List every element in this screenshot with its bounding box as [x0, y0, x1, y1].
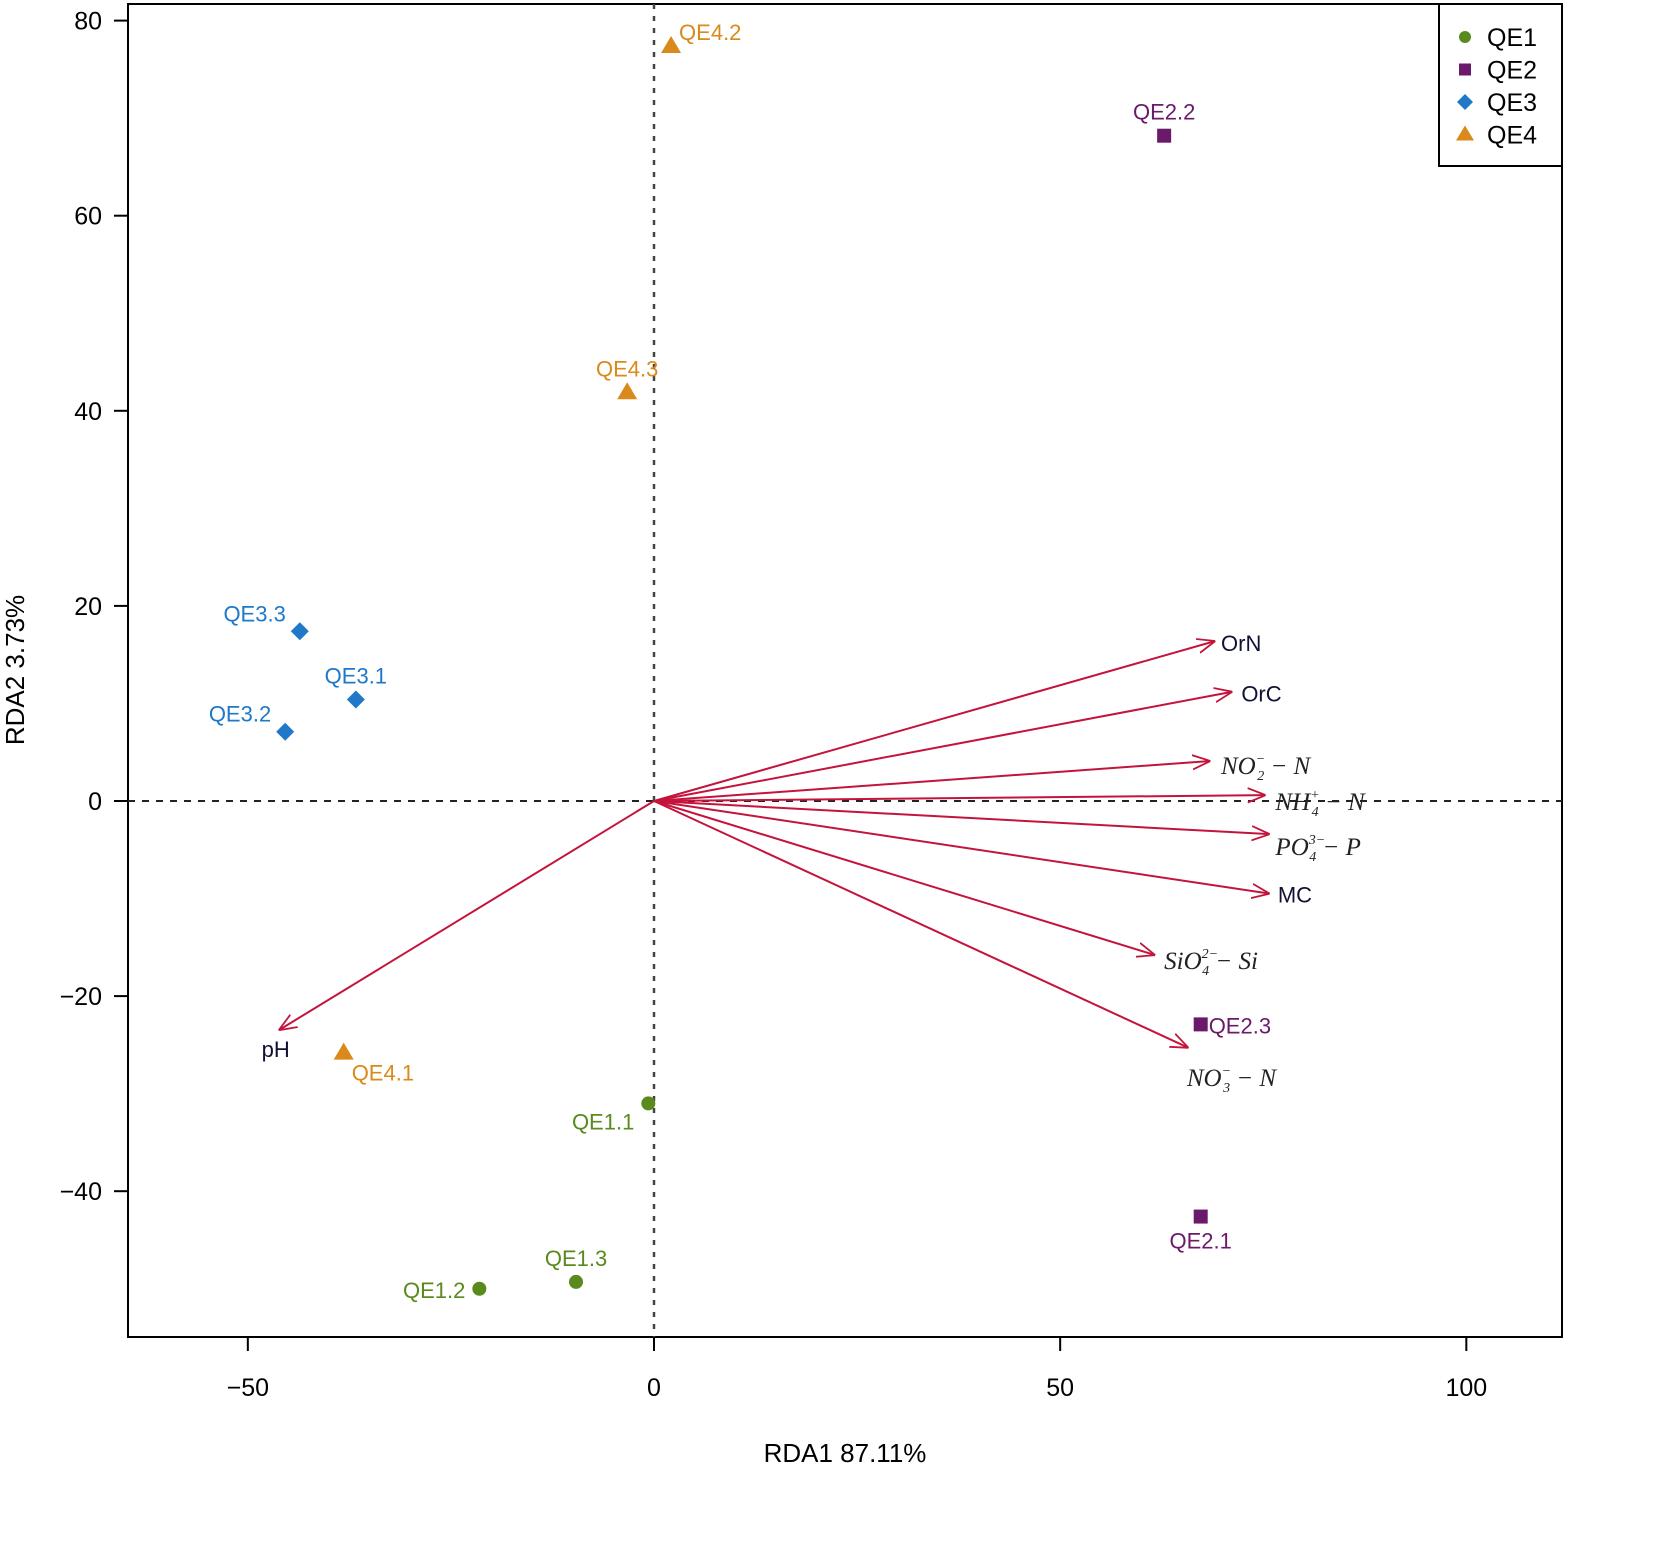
- point-qe2-2: [1157, 128, 1172, 143]
- plot-frame: [127, 3, 1563, 1338]
- point-qe4-3: [617, 382, 638, 400]
- vector-label-ph: pH: [262, 1037, 290, 1062]
- point-label-qe2-2: QE2.2: [1133, 100, 1195, 125]
- point-label-qe4-2: QE4.2: [679, 20, 741, 45]
- x-axis-title: RDA1 87.11%: [764, 1438, 927, 1468]
- point-label-qe4-3: QE4.3: [596, 356, 658, 381]
- vector-ph: [279, 800, 655, 1030]
- legend-box: [1438, 3, 1563, 167]
- point-label-qe3-1: QE3.1: [325, 664, 387, 689]
- point-qe3-3: [290, 622, 309, 641]
- point-label-qe1-1: QE1.1: [572, 1109, 634, 1134]
- vector-label-orn: OrN: [1221, 631, 1261, 656]
- y-axis-title: RDA2 3.73%: [0, 595, 30, 745]
- point-label-qe4-1: QE4.1: [352, 1061, 414, 1086]
- vector-mc: [653, 800, 1270, 894]
- point-qe2-3: [1193, 1017, 1208, 1032]
- point-qe3-2: [276, 722, 295, 741]
- x-tick-label: 50: [1046, 1374, 1074, 1402]
- x-tick-label: 100: [1445, 1374, 1487, 1402]
- y-tick-label: 0: [88, 788, 102, 816]
- point-qe1-3: [569, 1274, 584, 1289]
- legend-label-qe1: QE1: [1487, 24, 1537, 52]
- legend-marker-qe4: [1456, 125, 1474, 141]
- point-label-qe2-1: QE2.1: [1170, 1229, 1232, 1254]
- y-tick-label: −40: [60, 1178, 102, 1206]
- vector-no2: [653, 761, 1210, 802]
- legend-label-qe2: QE2: [1487, 57, 1537, 85]
- point-label-qe2-3: QE2.3: [1209, 1013, 1271, 1038]
- vector-orn: [653, 641, 1215, 802]
- point-qe1-2: [472, 1281, 487, 1296]
- point-qe3-1: [346, 690, 365, 709]
- vector-po4: [653, 800, 1270, 834]
- y-tick-label: 60: [74, 203, 102, 231]
- point-label-qe1-2: QE1.2: [403, 1278, 465, 1303]
- vector-no3: [653, 800, 1189, 1048]
- point-qe2-1: [1193, 1209, 1208, 1224]
- x-tick-label: 0: [647, 1374, 661, 1402]
- vector-label-mc: MC: [1278, 883, 1312, 908]
- legend-marker-qe1: [1459, 31, 1471, 43]
- point-qe4-2: [661, 35, 682, 53]
- vector-orc: [653, 692, 1232, 802]
- point-qe4-1: [333, 1042, 354, 1060]
- vector-label-po4: PO3− 4 − P: [1274, 833, 1360, 865]
- legend-label-qe3: QE3: [1487, 89, 1537, 117]
- vector-label-orc: OrC: [1241, 682, 1281, 707]
- vector-nh4: [653, 795, 1266, 801]
- y-tick-label: 40: [74, 398, 102, 426]
- y-tick-label: 80: [74, 8, 102, 36]
- y-tick-label: 20: [74, 593, 102, 621]
- vector-label-sio4: SiO2− 4 − Si: [1164, 947, 1258, 979]
- point-qe1-1: [641, 1096, 656, 1111]
- y-tick-label: −20: [60, 983, 102, 1011]
- legend-label-qe4: QE4: [1487, 122, 1537, 150]
- vector-label-no3: NO− 3 − N: [1186, 1064, 1278, 1096]
- point-label-qe3-2: QE3.2: [209, 702, 271, 727]
- vector-sio4: [653, 800, 1155, 955]
- x-tick-label: −50: [227, 1374, 269, 1402]
- point-label-qe1-3: QE1.3: [545, 1246, 607, 1271]
- legend-marker-qe2: [1459, 63, 1471, 76]
- vector-label-no2: NO− 2 − N: [1220, 752, 1312, 784]
- point-label-qe3-3: QE3.3: [223, 601, 285, 626]
- legend-marker-qe3: [1457, 94, 1473, 110]
- vector-label-nh4: NH+ 4 − N: [1274, 788, 1366, 820]
